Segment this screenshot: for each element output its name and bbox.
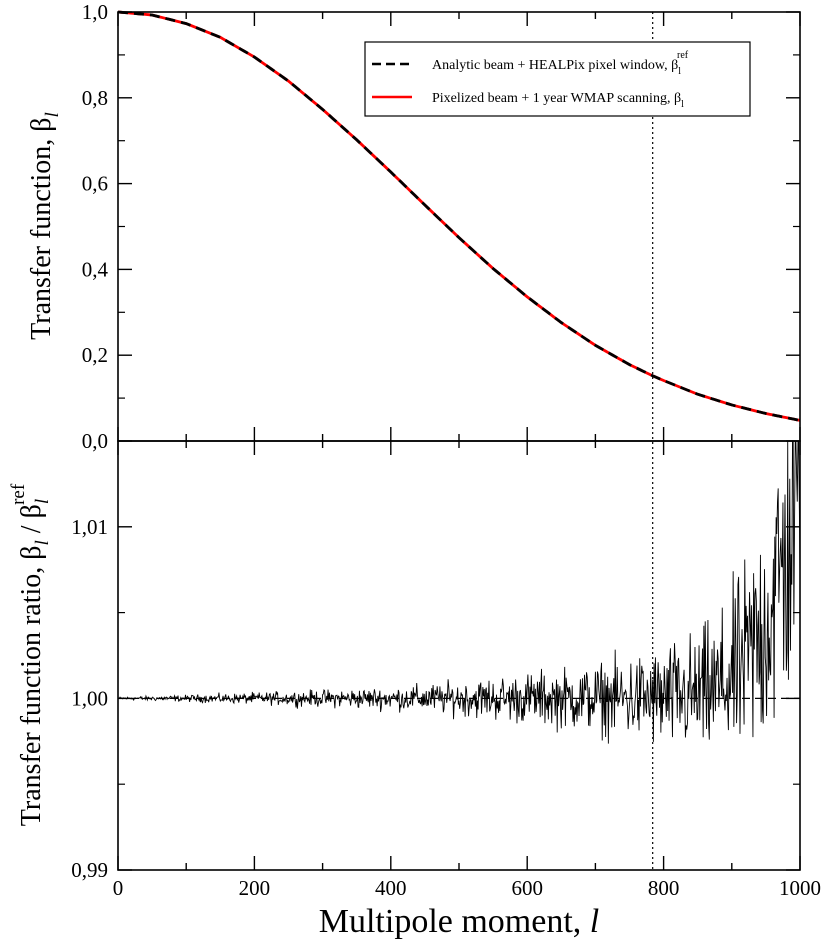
top-y-tick-label: 1,0 — [82, 0, 108, 24]
legend: Analytic beam + HEALPix pixel window, βl… — [364, 41, 751, 117]
bottom-plot-frame — [117, 440, 801, 871]
legend-label-pixelized: Pixelized beam + 1 year WMAP scanning, β… — [432, 91, 684, 110]
bottom-y-axis-title-sub1: l — [32, 540, 53, 545]
bottom-y-tick-label: 1,00 — [71, 686, 108, 710]
top-curves — [117, 10, 801, 422]
top-y-axis-title: Transfer function, βl — [26, 112, 63, 340]
x-axis-title-text: Multipole moment, — [319, 903, 590, 940]
bottom-panel: 0,99 1,00 1,01 0 200 400 600 800 1000 — [71, 440, 821, 900]
bottom-y-axis-title: Transfer function ratio, βl / βlref — [8, 483, 53, 826]
x-tick-label: 400 — [375, 876, 407, 900]
x-tick-label: 200 — [239, 876, 271, 900]
bottom-y-axis-title-sub2: l — [32, 499, 53, 504]
legend-label-pixelized-text: Pixelized beam + 1 year WMAP scanning, β — [432, 91, 681, 106]
series-line-ratio — [118, 440, 801, 744]
bottom-curves — [118, 440, 801, 744]
top-y-tick-label: 0,8 — [82, 86, 108, 110]
bottom-y-axis-title-sup: ref — [8, 483, 29, 505]
top-y-tick-label: 0,2 — [82, 343, 108, 367]
top-y-axis-title-text: Transfer function, β — [26, 117, 57, 339]
bottom-y-axis-title-sep: / β — [16, 504, 47, 540]
legend-label-analytic-sub: l — [678, 66, 681, 77]
legend-box — [364, 41, 751, 117]
x-tick-label: 0 — [113, 876, 124, 900]
top-y-tick-label: 0,4 — [82, 257, 109, 281]
top-y-tick-labels: 0,0 0,2 0,4 0,6 0,8 1,0 — [82, 0, 109, 453]
x-tick-label: 1000 — [779, 876, 821, 900]
bottom-y-tick-label: 1,01 — [71, 515, 108, 539]
legend-label-pixelized-sub: l — [681, 99, 684, 110]
x-tick-label: 800 — [648, 876, 680, 900]
x-axis-title: Multipole moment, l — [319, 903, 600, 940]
bottom-y-tick-labels: 0,99 1,00 1,01 — [71, 515, 108, 882]
legend-label-analytic-sup: ref — [677, 50, 689, 61]
bottom-y-tick-label: 0,99 — [71, 858, 108, 882]
x-tick-label: 600 — [511, 876, 543, 900]
legend-label-analytic-text: Analytic beam + HEALPix pixel window, β — [432, 58, 678, 73]
x-axis-title-var: l — [590, 903, 599, 940]
top-y-axis-title-sub: l — [42, 112, 63, 117]
series-line-analytic — [117, 10, 801, 422]
top-y-tick-label: 0,6 — [82, 172, 108, 196]
legend-label-analytic: Analytic beam + HEALPix pixel window, βl… — [432, 50, 689, 77]
x-tick-labels: 0 200 400 600 800 1000 — [113, 876, 821, 900]
top-y-tick-label: 0,0 — [82, 429, 108, 453]
bottom-y-axis-title-text: Transfer function ratio, β — [16, 545, 47, 826]
